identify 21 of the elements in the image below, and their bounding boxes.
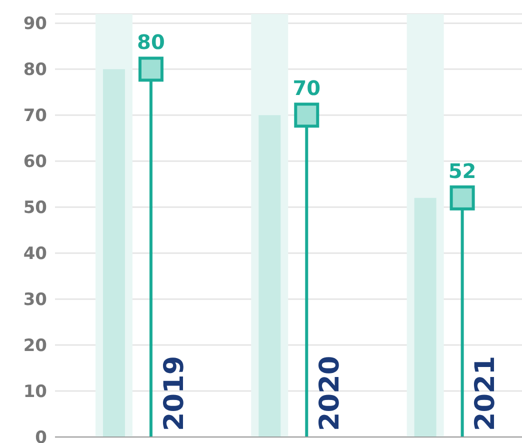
x-tick-label: 2019 [158, 356, 190, 431]
y-tick-label: 50 [23, 198, 48, 218]
y-tick-label: 10 [23, 382, 48, 402]
y-tick-label: 60 [23, 152, 48, 172]
y-tick-label: 20 [23, 336, 48, 356]
data-label: 80 [137, 30, 165, 54]
point [138, 56, 164, 82]
data-label: 70 [292, 76, 321, 100]
point [450, 185, 475, 210]
x-tick-label: 2020 [314, 356, 346, 431]
bar [414, 198, 436, 437]
y-tick-label: 40 [23, 244, 48, 264]
y-tick-label: 0 [35, 428, 48, 443]
y-tick-label: 80 [23, 60, 48, 80]
data-label: 52 [448, 158, 476, 183]
x-tick-label: 2021 [470, 356, 502, 431]
point [294, 102, 320, 128]
y-tick-label: 70 [23, 106, 48, 126]
y-tick-label: 30 [23, 290, 48, 310]
bar [258, 115, 281, 437]
y-tick-label: 90 [23, 14, 48, 34]
